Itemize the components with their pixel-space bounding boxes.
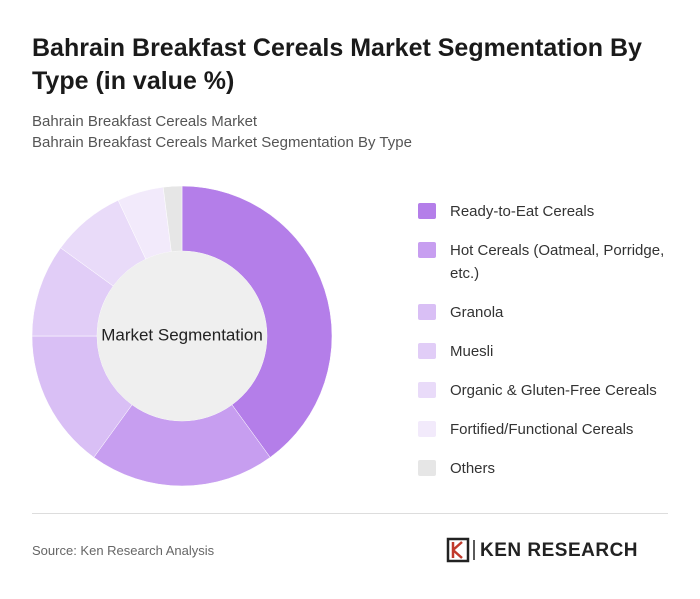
source: Source: Ken Research Analysis bbox=[32, 543, 215, 558]
legend-item: Hot Cereals (Oatmeal, Porridge, etc.) bbox=[418, 239, 688, 285]
legend-swatch bbox=[418, 460, 436, 476]
donut-hole bbox=[97, 251, 267, 421]
legend-label: Ready-to-Eat Cereals bbox=[450, 203, 595, 220]
logo-icon bbox=[451, 541, 463, 559]
legend: Ready-to-Eat Cereals Hot Cereals (Oatmeal… bbox=[418, 200, 688, 496]
logo-icon bbox=[446, 537, 470, 563]
legend-item: Others bbox=[418, 457, 688, 480]
legend-item: Fortified/Functional Cereals bbox=[418, 418, 688, 441]
legend-item: Ready-to-Eat Cereals bbox=[418, 200, 688, 223]
legend-item: Granola bbox=[418, 301, 688, 324]
legend-swatch bbox=[418, 421, 436, 437]
legend-swatch bbox=[418, 203, 436, 219]
legend-swatch bbox=[418, 242, 436, 258]
legend-label: Hot Cereals (Oatmeal, Porridge, etc.) bbox=[450, 242, 665, 282]
legend-swatch bbox=[418, 343, 436, 359]
legend-swatch bbox=[418, 304, 436, 320]
legend-label: Others bbox=[450, 460, 496, 477]
logo-text: KEN RESEARCH bbox=[480, 540, 638, 561]
legend-label: Muesli bbox=[450, 343, 494, 360]
legend-label: Granola bbox=[450, 304, 504, 321]
subtitle: Bahrain Breakfast Cereals Market Segment… bbox=[32, 134, 412, 151]
legend-swatch bbox=[418, 382, 436, 398]
legend-label: Organic & Gluten-Free Cereals bbox=[450, 382, 657, 399]
logo: KEN RESEARCH bbox=[446, 537, 638, 563]
center-label: Market Segmentation bbox=[101, 325, 263, 344]
divider bbox=[32, 513, 668, 514]
legend-label: Fortified/Functional Cereals bbox=[450, 421, 634, 438]
legend-item: Muesli bbox=[418, 340, 688, 363]
chart-title: Bahrain Breakfast Cereals Market Segment… bbox=[32, 34, 642, 95]
legend-item: Organic & Gluten-Free Cereals bbox=[418, 379, 688, 402]
donut-chart: Market Segmentation bbox=[31, 185, 333, 487]
subtitle: Bahrain Breakfast Cereals Market bbox=[32, 113, 258, 130]
